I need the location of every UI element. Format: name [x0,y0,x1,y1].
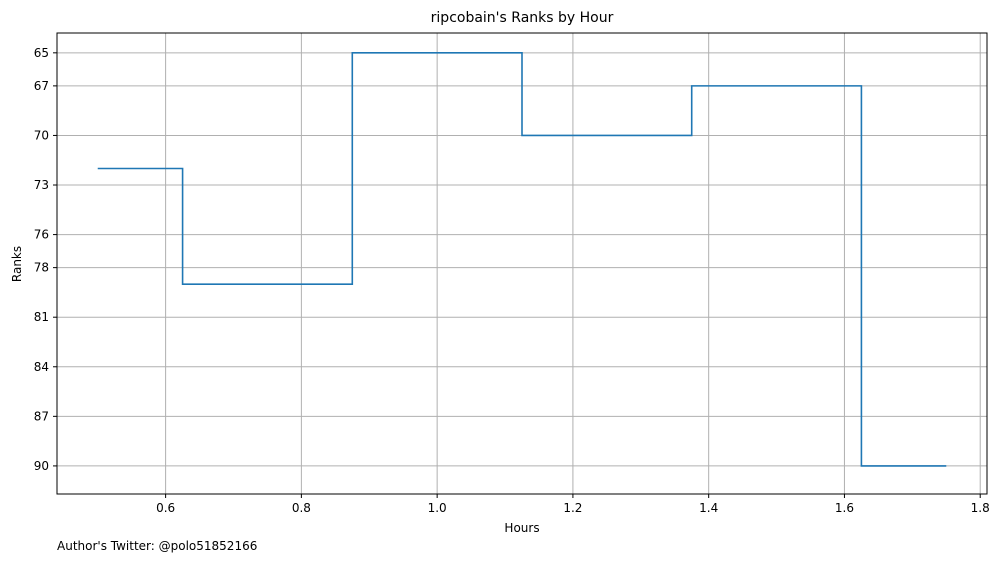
author-footnote: Author's Twitter: @polo51852166 [57,539,257,553]
y-axis: 65 67 70 73 76 78 81 84 87 90 [34,46,57,473]
y-tick-label: 78 [34,261,49,275]
chart-title: ripcobain's Ranks by Hour [431,10,614,26]
x-tick-label: 1.6 [835,501,854,515]
x-axis-label: Hours [504,521,539,535]
y-tick-label: 67 [34,79,49,93]
y-tick-label: 65 [34,46,49,60]
x-tick-label: 1.8 [971,501,990,515]
grid-layer [57,33,987,494]
y-tick-label: 87 [34,409,49,423]
x-tick-label: 1.2 [563,501,582,515]
y-axis-label: Ranks [10,246,24,282]
plot-frame [56,32,988,495]
y-tick-label: 76 [34,228,49,242]
series-layer [97,52,947,467]
y-tick-label: 73 [34,178,49,192]
y-tick-label: 90 [34,459,49,473]
y-tick-label: 84 [34,360,49,374]
x-tick-label: 0.6 [156,501,175,515]
x-tick-label: 0.8 [292,501,311,515]
y-tick-label: 81 [34,310,49,324]
x-tick-label: 1.0 [428,501,447,515]
y-tick-label: 70 [34,128,49,142]
x-axis: 0.6 0.8 1.0 1.2 1.4 1.6 1.8 [156,494,990,515]
rank-series-line [97,52,947,467]
x-tick-label: 1.4 [699,501,718,515]
